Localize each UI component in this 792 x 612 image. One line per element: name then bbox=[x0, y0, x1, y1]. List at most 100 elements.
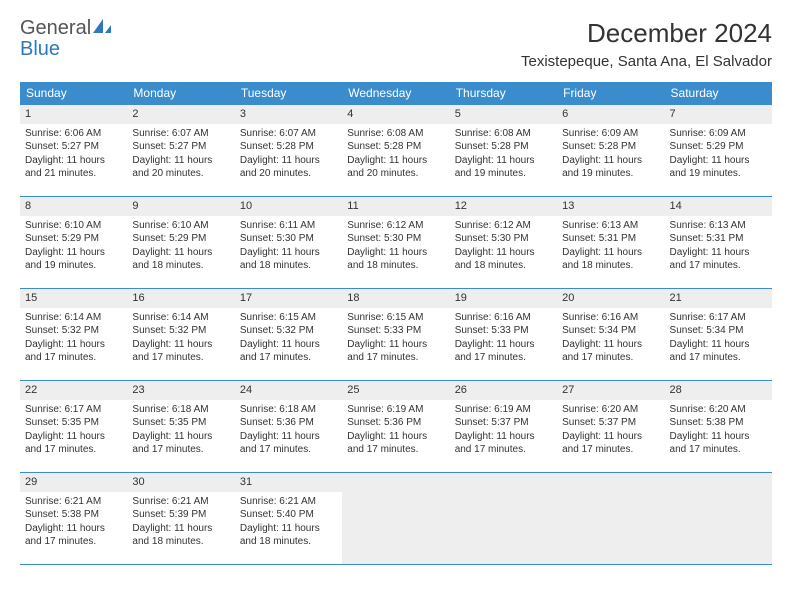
daylight-text-1: Daylight: 11 hours bbox=[347, 246, 444, 260]
calendar-day-cell: 5Sunrise: 6:08 AMSunset: 5:28 PMDaylight… bbox=[450, 105, 557, 197]
day-number: 22 bbox=[20, 381, 127, 400]
location-text: Texistepeque, Santa Ana, El Salvador bbox=[521, 53, 772, 70]
daylight-text-2: and 18 minutes. bbox=[455, 259, 552, 273]
sunrise-text: Sunrise: 6:10 AM bbox=[132, 219, 229, 233]
calendar-day-cell: 23Sunrise: 6:18 AMSunset: 5:35 PMDayligh… bbox=[127, 381, 234, 473]
logo-text-blue: Blue bbox=[20, 38, 60, 60]
calendar-day-cell: 31Sunrise: 6:21 AMSunset: 5:40 PMDayligh… bbox=[235, 473, 342, 565]
calendar-empty-cell bbox=[342, 473, 449, 565]
daylight-text-2: and 17 minutes. bbox=[455, 443, 552, 457]
day-number: 13 bbox=[557, 197, 664, 216]
sunrise-text: Sunrise: 6:15 AM bbox=[240, 311, 337, 325]
calendar-day-cell: 22 Sunrise: 6:17 AMSunset: 5:35 PMDayligh… bbox=[20, 381, 127, 473]
sunrise-text: Sunrise: 6:09 AM bbox=[670, 127, 767, 141]
sunrise-text: Sunrise: 6:18 AM bbox=[240, 403, 337, 417]
calendar-table: Sunday Monday Tuesday Wednesday Thursday… bbox=[20, 82, 772, 565]
dow-wednesday: Wednesday bbox=[342, 82, 449, 105]
sunrise-text: Sunrise: 6:08 AM bbox=[455, 127, 552, 141]
sunset-text: Sunset: 5:40 PM bbox=[240, 508, 337, 522]
sunrise-text: Sunrise: 6:11 AM bbox=[240, 219, 337, 233]
calendar-day-cell: 28Sunrise: 6:20 AMSunset: 5:38 PMDayligh… bbox=[665, 381, 772, 473]
daylight-text-2: and 19 minutes. bbox=[562, 167, 659, 181]
daylight-text-2: and 20 minutes. bbox=[347, 167, 444, 181]
day-number: 11 bbox=[342, 197, 449, 216]
daylight-text-1: Daylight: 11 hours bbox=[240, 154, 337, 168]
sunset-text: Sunset: 5:35 PM bbox=[25, 416, 122, 430]
daylight-text-1: Daylight: 11 hours bbox=[670, 246, 767, 260]
sunrise-text: Sunrise: 6:15 AM bbox=[347, 311, 444, 325]
calendar-week-row: 15Sunrise: 6:14 AMSunset: 5:32 PMDayligh… bbox=[20, 289, 772, 381]
dow-tuesday: Tuesday bbox=[235, 82, 342, 105]
dow-friday: Friday bbox=[557, 82, 664, 105]
sunset-text: Sunset: 5:36 PM bbox=[347, 416, 444, 430]
daylight-text-2: and 19 minutes. bbox=[670, 167, 767, 181]
calendar-day-cell: 7Sunrise: 6:09 AMSunset: 5:29 PMDaylight… bbox=[665, 105, 772, 197]
calendar-day-cell: 19Sunrise: 6:16 AMSunset: 5:33 PMDayligh… bbox=[450, 289, 557, 381]
day-number: 9 bbox=[127, 197, 234, 216]
calendar-day-cell: 15Sunrise: 6:14 AMSunset: 5:32 PMDayligh… bbox=[20, 289, 127, 381]
calendar-day-cell: 30Sunrise: 6:21 AMSunset: 5:39 PMDayligh… bbox=[127, 473, 234, 565]
sunrise-text: Sunrise: 6:19 AM bbox=[347, 403, 444, 417]
sunrise-text: Sunrise: 6:20 AM bbox=[670, 403, 767, 417]
daylight-text-1: Daylight: 11 hours bbox=[240, 338, 337, 352]
sunrise-text: Sunrise: 6:07 AM bbox=[132, 127, 229, 141]
sunset-text: Sunset: 5:33 PM bbox=[347, 324, 444, 338]
sunrise-text: Sunrise: 6:21 AM bbox=[240, 495, 337, 509]
sunset-text: Sunset: 5:27 PM bbox=[25, 140, 122, 154]
daylight-text-1: Daylight: 11 hours bbox=[347, 430, 444, 444]
calendar-week-row: 8Sunrise: 6:10 AMSunset: 5:29 PMDaylight… bbox=[20, 197, 772, 289]
daylight-text-2: and 17 minutes. bbox=[670, 259, 767, 273]
daylight-text-1: Daylight: 11 hours bbox=[25, 430, 122, 444]
calendar-day-cell: 13Sunrise: 6:13 AMSunset: 5:31 PMDayligh… bbox=[557, 197, 664, 289]
calendar-day-cell: 16Sunrise: 6:14 AMSunset: 5:32 PMDayligh… bbox=[127, 289, 234, 381]
sunrise-text: Sunrise: 6:10 AM bbox=[25, 219, 122, 233]
daylight-text-2: and 17 minutes. bbox=[562, 351, 659, 365]
sunrise-text: Sunrise: 6:21 AM bbox=[25, 495, 122, 509]
sunset-text: Sunset: 5:30 PM bbox=[455, 232, 552, 246]
day-number: 31 bbox=[235, 473, 342, 492]
daylight-text-1: Daylight: 11 hours bbox=[25, 154, 122, 168]
daylight-text-1: Daylight: 11 hours bbox=[25, 338, 122, 352]
day-number: 21 bbox=[665, 289, 772, 308]
calendar-day-cell: 18Sunrise: 6:15 AMSunset: 5:33 PMDayligh… bbox=[342, 289, 449, 381]
sunset-text: Sunset: 5:29 PM bbox=[25, 232, 122, 246]
daylight-text-2: and 17 minutes. bbox=[25, 535, 122, 549]
sunset-text: Sunset: 5:37 PM bbox=[562, 416, 659, 430]
calendar-day-cell: 24Sunrise: 6:18 AMSunset: 5:36 PMDayligh… bbox=[235, 381, 342, 473]
daylight-text-2: and 17 minutes. bbox=[25, 443, 122, 457]
sunset-text: Sunset: 5:36 PM bbox=[240, 416, 337, 430]
calendar-day-cell: 6Sunrise: 6:09 AMSunset: 5:28 PMDaylight… bbox=[557, 105, 664, 197]
calendar-day-cell: 25Sunrise: 6:19 AMSunset: 5:36 PMDayligh… bbox=[342, 381, 449, 473]
daylight-text-1: Daylight: 11 hours bbox=[240, 430, 337, 444]
calendar-day-cell: 27 Sunrise: 6:20 AMSunset: 5:37 PMDayligh… bbox=[557, 381, 664, 473]
day-number: 15 bbox=[20, 289, 127, 308]
sunset-text: Sunset: 5:32 PM bbox=[25, 324, 122, 338]
day-number: 29 bbox=[20, 473, 127, 492]
day-number: 4 bbox=[342, 105, 449, 124]
sunset-text: Sunset: 5:38 PM bbox=[25, 508, 122, 522]
daylight-text-2: and 20 minutes. bbox=[240, 167, 337, 181]
sunset-text: Sunset: 5:34 PM bbox=[670, 324, 767, 338]
sunrise-text: Sunrise: 6:17 AM bbox=[670, 311, 767, 325]
sunrise-text: Sunrise: 6:07 AM bbox=[240, 127, 337, 141]
day-number: 27 bbox=[557, 381, 664, 400]
sunrise-text: Sunrise: 6:20 AM bbox=[562, 403, 659, 417]
sunrise-text: Sunrise: 6:17 AM bbox=[25, 403, 122, 417]
sunset-text: Sunset: 5:30 PM bbox=[347, 232, 444, 246]
daylight-text-2: and 18 minutes. bbox=[240, 535, 337, 549]
day-number: 3 bbox=[235, 105, 342, 124]
sunrise-text: Sunrise: 6:21 AM bbox=[132, 495, 229, 509]
sunset-text: Sunset: 5:29 PM bbox=[132, 232, 229, 246]
calendar-day-cell: 2Sunrise: 6:07 AMSunset: 5:27 PMDaylight… bbox=[127, 105, 234, 197]
sunrise-text: Sunrise: 6:18 AM bbox=[132, 403, 229, 417]
day-number: 8 bbox=[20, 197, 127, 216]
daylight-text-2: and 21 minutes. bbox=[25, 167, 122, 181]
calendar-day-cell: 8Sunrise: 6:10 AMSunset: 5:29 PMDaylight… bbox=[20, 197, 127, 289]
sunrise-text: Sunrise: 6:16 AM bbox=[455, 311, 552, 325]
daylight-text-1: Daylight: 11 hours bbox=[132, 522, 229, 536]
calendar-day-cell: 21Sunrise: 6:17 AMSunset: 5:34 PMDayligh… bbox=[665, 289, 772, 381]
sunrise-text: Sunrise: 6:09 AM bbox=[562, 127, 659, 141]
month-title: December 2024 bbox=[521, 18, 772, 49]
daylight-text-1: Daylight: 11 hours bbox=[562, 430, 659, 444]
daylight-text-2: and 18 minutes. bbox=[562, 259, 659, 273]
